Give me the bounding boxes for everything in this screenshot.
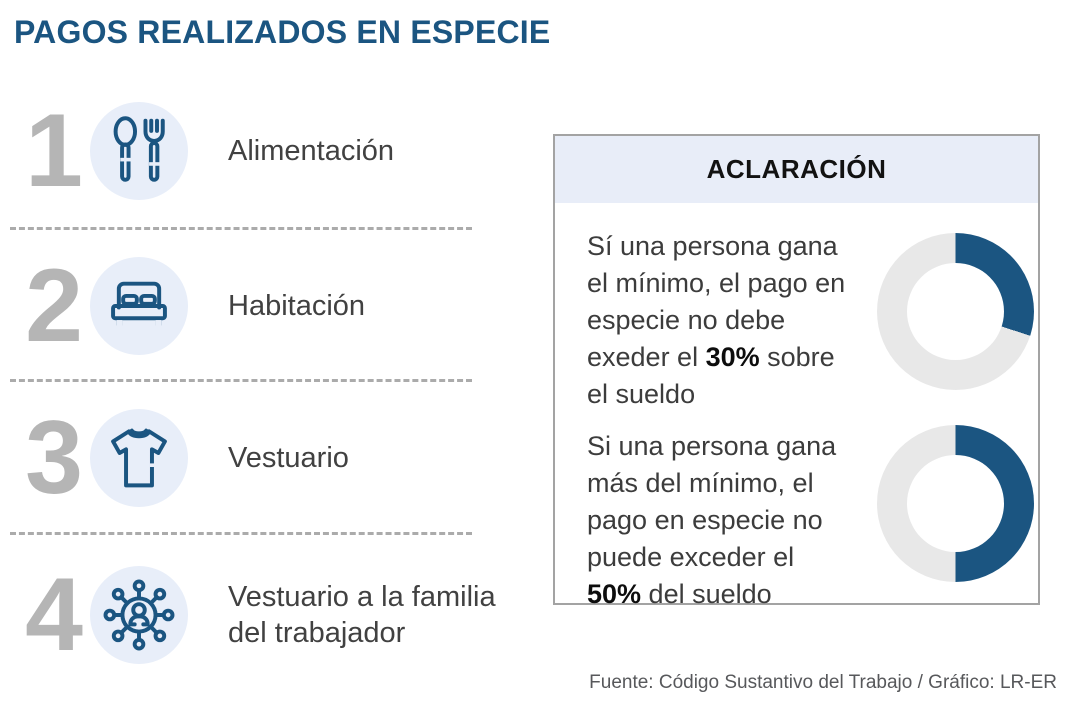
- donut-chart-50: [877, 425, 1034, 582]
- bed-icon: [90, 257, 188, 355]
- note-highlight-30: 30%: [705, 342, 760, 372]
- tshirt-icon: [90, 409, 188, 507]
- item-label: Vestuario: [228, 441, 349, 474]
- item-number: 2: [25, 248, 83, 364]
- page-title: PAGOS REALIZADOS EN ESPECIE: [14, 14, 551, 50]
- note-above-minimum: Si una persona gana más del mínimo, el p…: [587, 428, 855, 613]
- item-number: 4: [25, 557, 83, 673]
- note-highlight-50: 50%: [587, 579, 642, 609]
- item-number: 1: [25, 93, 83, 209]
- aclaracion-title: ACLARACIÓN: [706, 154, 887, 184]
- list-item-alimentacion: 1 Alimentación: [0, 96, 394, 206]
- note-text-after: del sueldo: [641, 579, 772, 609]
- item-number: 3: [25, 400, 83, 516]
- note-text-before: Sí una persona gana el mínimo, el pago e…: [587, 231, 846, 372]
- item-label: Habitación: [228, 289, 366, 322]
- dashed-divider: [10, 227, 472, 230]
- item-label: Vestuario a la familia del trabajador: [228, 580, 496, 649]
- note-text-before: Si una persona gana más del mínimo, el p…: [587, 431, 837, 572]
- dashed-divider: [10, 379, 472, 382]
- list-item-habitacion: 2 Habitación: [0, 251, 365, 361]
- family-network-icon: [90, 566, 188, 664]
- source-credit: Fuente: Código Sustantivo del Trabajo / …: [589, 672, 1057, 693]
- list-item-vestuario-familia: 4: [0, 560, 538, 670]
- aclaracion-panel: ACLARACIÓN Sí una persona gana el mínimo…: [553, 134, 1040, 609]
- donut-chart-30: [877, 233, 1034, 390]
- dashed-divider: [10, 532, 472, 535]
- note-text-after: sobre el sueldo: [587, 342, 835, 409]
- aclaracion-header: ACLARACIÓN: [555, 136, 1038, 203]
- note-minimum-wage: Sí una persona gana el mínimo, el pago e…: [587, 228, 855, 413]
- list-item-vestuario: 3 Vestuario: [0, 403, 349, 513]
- item-label: Alimentación: [228, 134, 395, 167]
- cutlery-icon: [90, 102, 188, 200]
